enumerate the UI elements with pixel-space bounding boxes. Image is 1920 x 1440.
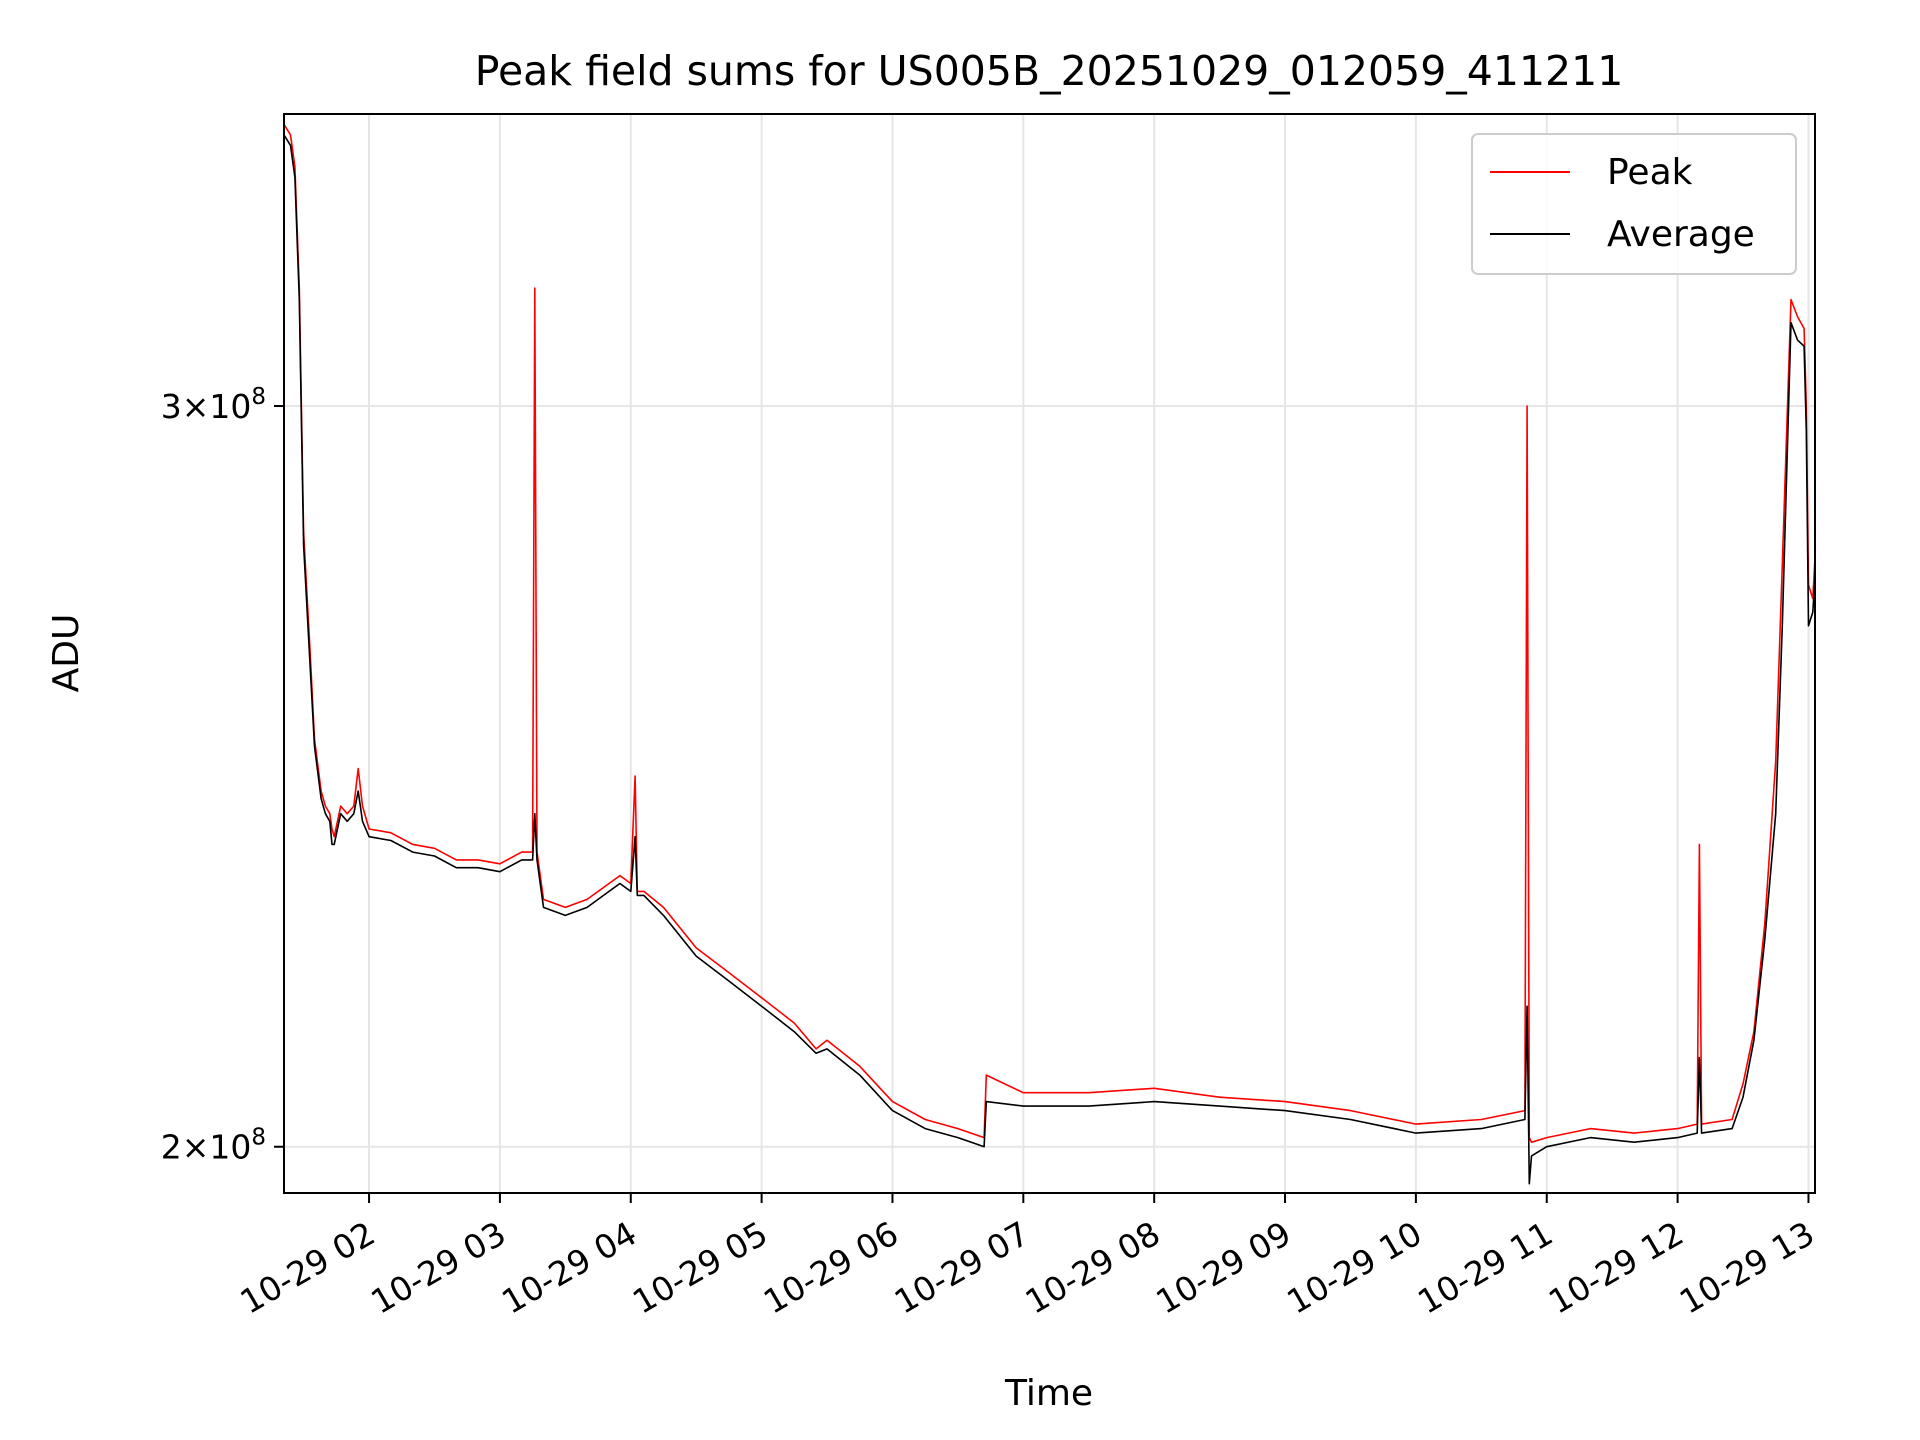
- grid-lines: [284, 114, 1815, 1193]
- x-axis-label: Time: [1004, 1373, 1093, 1414]
- legend: Peak Average: [1471, 133, 1797, 275]
- y-tick-label-1: 3×108: [161, 384, 266, 426]
- legend-label-peak: Peak: [1607, 152, 1693, 193]
- y-axis: 2×108 3×108: [161, 384, 284, 1167]
- series-line-peak: [284, 123, 1815, 1143]
- series-line-average: [284, 134, 1815, 1185]
- plot-area-frame: [283, 113, 1816, 1194]
- legend-label-average: Average: [1607, 214, 1755, 255]
- y-tick-label-0: 2×108: [161, 1125, 266, 1167]
- plot-series: [284, 123, 1815, 1185]
- y-axis-label: ADU: [46, 614, 87, 693]
- legend-box: [1471, 133, 1797, 275]
- chart-title: Peak field sums for US005B_20251029_0120…: [475, 47, 1624, 95]
